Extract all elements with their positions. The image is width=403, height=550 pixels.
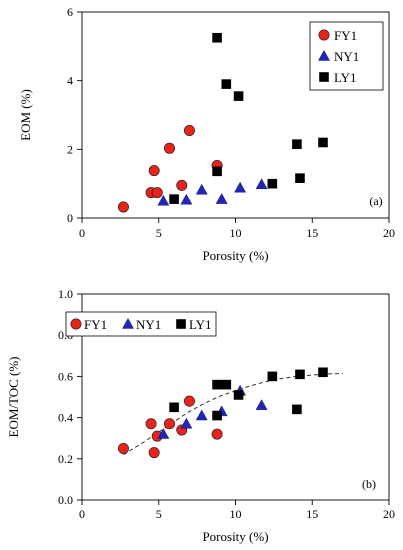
data-point-ly1 [233, 91, 244, 101]
series-ly1 [169, 367, 328, 421]
data-point-ny1 [180, 193, 193, 205]
legend-marker-ny1 [122, 317, 134, 329]
data-point-fy1 [117, 442, 129, 454]
panel-label: (a) [369, 194, 382, 208]
data-point-ly1 [212, 32, 222, 43]
data-point-ny1 [234, 181, 247, 193]
series-ny1 [157, 178, 268, 206]
data-point-ly1 [292, 139, 302, 149]
legend-marker-fy1 [318, 29, 330, 41]
data-point-ly1 [295, 369, 305, 380]
y-tick-label: 0.2 [58, 452, 73, 466]
y-tick-label: 0.0 [58, 493, 73, 507]
data-point-fy1 [176, 179, 188, 191]
panel-label: (b) [362, 477, 376, 491]
data-point-ly1 [318, 367, 328, 378]
data-point-ly1 [212, 166, 222, 177]
data-point-ly1 [267, 371, 278, 382]
data-point-fy1 [211, 428, 223, 440]
legend: FY1 NY1 LY1 [65, 311, 217, 337]
series-ly1 [169, 32, 328, 204]
legend-label-fy1: FY1 [334, 28, 357, 43]
data-point-ly1 [267, 178, 278, 189]
y-tick-label: 2 [67, 142, 73, 156]
trend-line [123, 373, 343, 456]
x-tick-label: 5 [156, 507, 162, 521]
data-point-ly1 [169, 402, 179, 413]
x-tick-label: 5 [156, 226, 162, 240]
legend-marker-ly1 [319, 72, 329, 82]
data-point-ny1 [195, 183, 208, 195]
data-point-fy1 [183, 395, 195, 407]
data-point-ly1 [233, 390, 244, 400]
y-tick-label: 0.6 [58, 369, 73, 383]
x-tick-label: 10 [230, 507, 242, 521]
data-point-ny1 [157, 428, 170, 439]
data-point-ly1 [292, 404, 302, 415]
legend-label-ny1: NY1 [334, 49, 359, 64]
data-point-ny1 [157, 194, 170, 206]
data-point-ly1 [221, 379, 232, 390]
data-point-fy1 [148, 447, 160, 459]
legend-box [65, 311, 217, 337]
legend-marker-ny1 [318, 49, 330, 61]
x-axis-label: Porosity (%) [202, 248, 268, 263]
y-tick-label: 4 [67, 74, 73, 88]
data-point-fy1 [163, 142, 175, 154]
data-point-ly1 [169, 194, 179, 204]
y-tick-label: 0.4 [58, 411, 73, 425]
x-tick-label: 20 [383, 226, 395, 240]
x-tick-label: 0 [79, 226, 85, 240]
data-point-ny1 [195, 409, 208, 421]
data-point-fy1 [117, 201, 129, 213]
legend: FY1 NY1 LY1 [309, 21, 384, 91]
x-tick-label: 20 [383, 507, 395, 521]
legend-label-ly1: LY1 [334, 70, 357, 85]
data-point-fy1 [183, 124, 195, 136]
y-axis-label: EOM/TOC (%) [6, 356, 21, 437]
data-point-ly1 [221, 79, 232, 89]
y-tick-label: 1.0 [58, 287, 73, 301]
legend-label-ny1: NY1 [136, 317, 161, 332]
y-tick-label: 0 [67, 211, 73, 225]
legend-label-fy1: FY1 [84, 317, 107, 332]
data-point-ny1 [180, 417, 193, 429]
data-point-ly1 [212, 379, 222, 390]
data-point-ny1 [255, 178, 268, 190]
x-tick-label: 15 [306, 226, 318, 240]
x-axis-label: Porosity (%) [202, 529, 268, 544]
legend-marker-fy1 [70, 318, 82, 330]
series-fy1 [117, 124, 223, 213]
data-point-ly1 [212, 410, 222, 421]
x-tick-label: 0 [79, 507, 85, 521]
data-point-fy1 [148, 165, 160, 177]
data-point-ny1 [255, 399, 268, 410]
data-point-ny1 [215, 193, 228, 204]
data-point-ly1 [318, 137, 328, 148]
data-point-fy1 [145, 418, 157, 430]
chart-panel-a: 0 5 10 15 20 0 2 4 6 Porosity (%) EOM (%) FY1 NY1 LY1… [18, 5, 395, 263]
x-tick-label: 10 [230, 226, 242, 240]
series-fy1 [117, 395, 223, 459]
data-point-ly1 [295, 173, 305, 183]
x-tick-label: 15 [306, 507, 318, 521]
y-axis-label: EOM (%) [18, 89, 33, 141]
data-point-fy1 [151, 187, 163, 199]
data-point-fy1 [163, 418, 175, 430]
legend-label-ly1: LY1 [189, 317, 212, 332]
y-tick-label: 6 [67, 5, 73, 19]
legend-marker-ly1 [176, 319, 186, 329]
